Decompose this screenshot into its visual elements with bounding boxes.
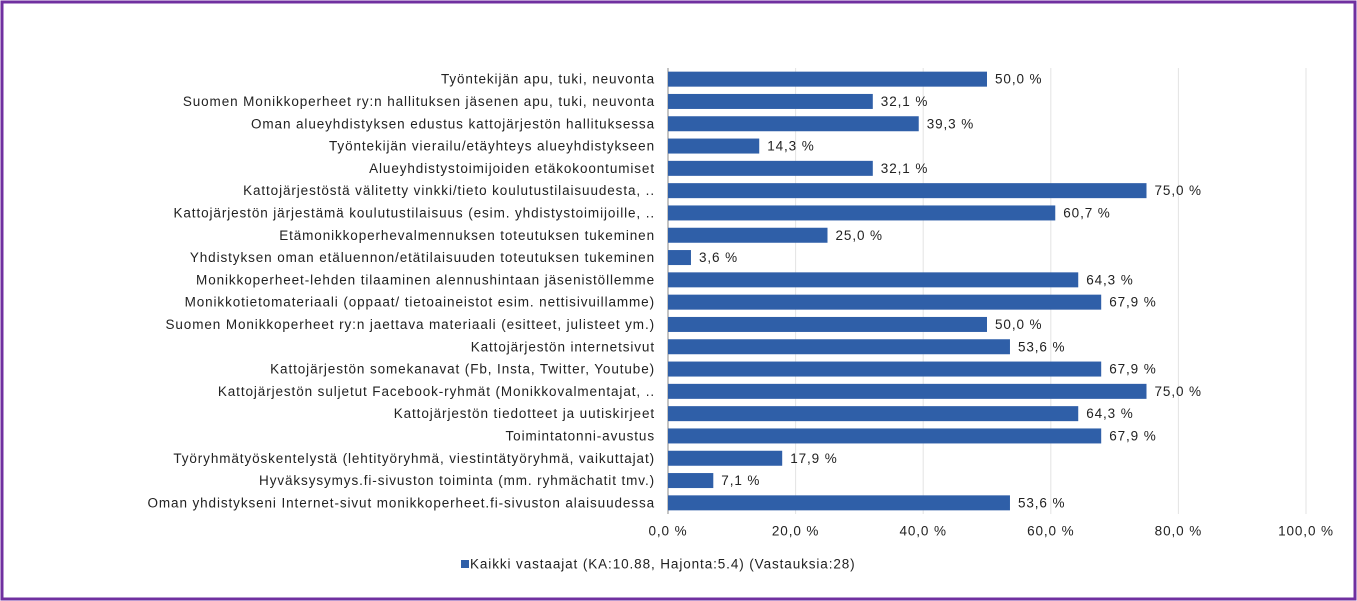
bar <box>668 495 1010 511</box>
x-tick-label: 60,0 % <box>1027 524 1074 539</box>
value-label: 67,9 % <box>1109 295 1156 310</box>
category-label: Yhdistyksen oman etäluennon/etätilaisuud… <box>190 250 655 265</box>
bar <box>668 93 873 109</box>
bar <box>668 294 1102 310</box>
bar <box>668 138 760 154</box>
value-label: 3,6 % <box>699 250 738 265</box>
category-label: Monikkoperheet-lehden tilaaminen alennus… <box>196 272 655 287</box>
category-label: Kattojärjestön suljetut Facebook-ryhmät … <box>218 384 655 399</box>
category-label: Kattojärjestön somekanavat (Fb, Insta, T… <box>270 362 655 377</box>
value-label: 75,0 % <box>1155 384 1202 399</box>
value-label: 50,0 % <box>995 317 1042 332</box>
bar <box>668 428 1102 444</box>
category-label: Alueyhdistystoimijoiden etäkokoontumiset <box>369 161 655 176</box>
bar <box>668 316 987 332</box>
category-label: Etämonikkoperhevalmennuksen toteutuksen … <box>279 228 655 243</box>
bar <box>668 272 1079 288</box>
value-label: 53,6 % <box>1018 339 1065 354</box>
category-label: Oman yhdistykseni Internet-sivut monikko… <box>147 495 655 510</box>
value-label: 64,3 % <box>1086 406 1133 421</box>
bar <box>668 361 1102 377</box>
category-label: Työryhmätyöskentelystä (lehtityöryhmä, v… <box>173 451 655 466</box>
category-label: Työntekijän apu, tuki, neuvonta <box>441 72 655 87</box>
legend-label: Kaikki vastaajat (KA:10.88, Hajonta:5.4)… <box>470 557 856 572</box>
x-tick-label: 0,0 % <box>648 524 687 539</box>
bar <box>668 250 691 266</box>
value-label: 60,7 % <box>1063 206 1110 221</box>
bar <box>668 71 987 87</box>
value-label: 64,3 % <box>1086 272 1133 287</box>
value-label: 32,1 % <box>881 161 928 176</box>
value-label: 14,3 % <box>767 139 814 154</box>
bar <box>668 116 919 132</box>
x-tick-label: 80,0 % <box>1155 524 1202 539</box>
category-label: Toimintatonni-avustus <box>506 429 655 444</box>
bar <box>668 339 1010 355</box>
bar <box>668 160 873 176</box>
bar <box>668 406 1079 422</box>
x-tick-label: 20,0 % <box>772 524 819 539</box>
legend-swatch <box>461 560 469 568</box>
bar <box>668 183 1147 199</box>
bar <box>668 227 828 243</box>
category-label: Monikkotietomateriaali (oppaat/ tietoain… <box>185 295 655 310</box>
category-label: Kattojärjestön tiedotteet ja uutiskirjee… <box>394 406 655 421</box>
value-label: 25,0 % <box>836 228 883 243</box>
value-label: 53,6 % <box>1018 495 1065 510</box>
category-label: Kattojärjestön internetsivut <box>471 339 655 354</box>
bar <box>668 205 1056 221</box>
category-label: Kattojärjestön järjestämä koulutustilais… <box>173 206 655 221</box>
value-label: 67,9 % <box>1109 362 1156 377</box>
x-tick-label: 40,0 % <box>899 524 946 539</box>
category-label: Työntekijän vierailu/etäyhteys alueyhdis… <box>329 139 655 154</box>
category-label: Suomen Monikkoperheet ry:n hallituksen j… <box>183 94 655 109</box>
value-label: 50,0 % <box>995 72 1042 87</box>
category-label: Oman alueyhdistyksen edustus kattojärjes… <box>251 116 655 131</box>
x-tick-label: 100,0 % <box>1278 524 1334 539</box>
value-label: 67,9 % <box>1109 429 1156 444</box>
value-label: 17,9 % <box>790 451 837 466</box>
category-label: Kattojärjestöstä välitetty vinkki/tieto … <box>243 183 655 198</box>
bar <box>668 450 783 466</box>
value-label: 32,1 % <box>881 94 928 109</box>
value-label: 7,1 % <box>721 473 760 488</box>
bar <box>668 383 1147 399</box>
category-label: Hyväksysymys.fi-sivuston toiminta (mm. r… <box>259 473 655 488</box>
value-label: 75,0 % <box>1155 183 1202 198</box>
category-label: Suomen Monikkoperheet ry:n jaettava mate… <box>166 317 656 332</box>
bar <box>668 473 714 489</box>
value-label: 39,3 % <box>927 116 974 131</box>
